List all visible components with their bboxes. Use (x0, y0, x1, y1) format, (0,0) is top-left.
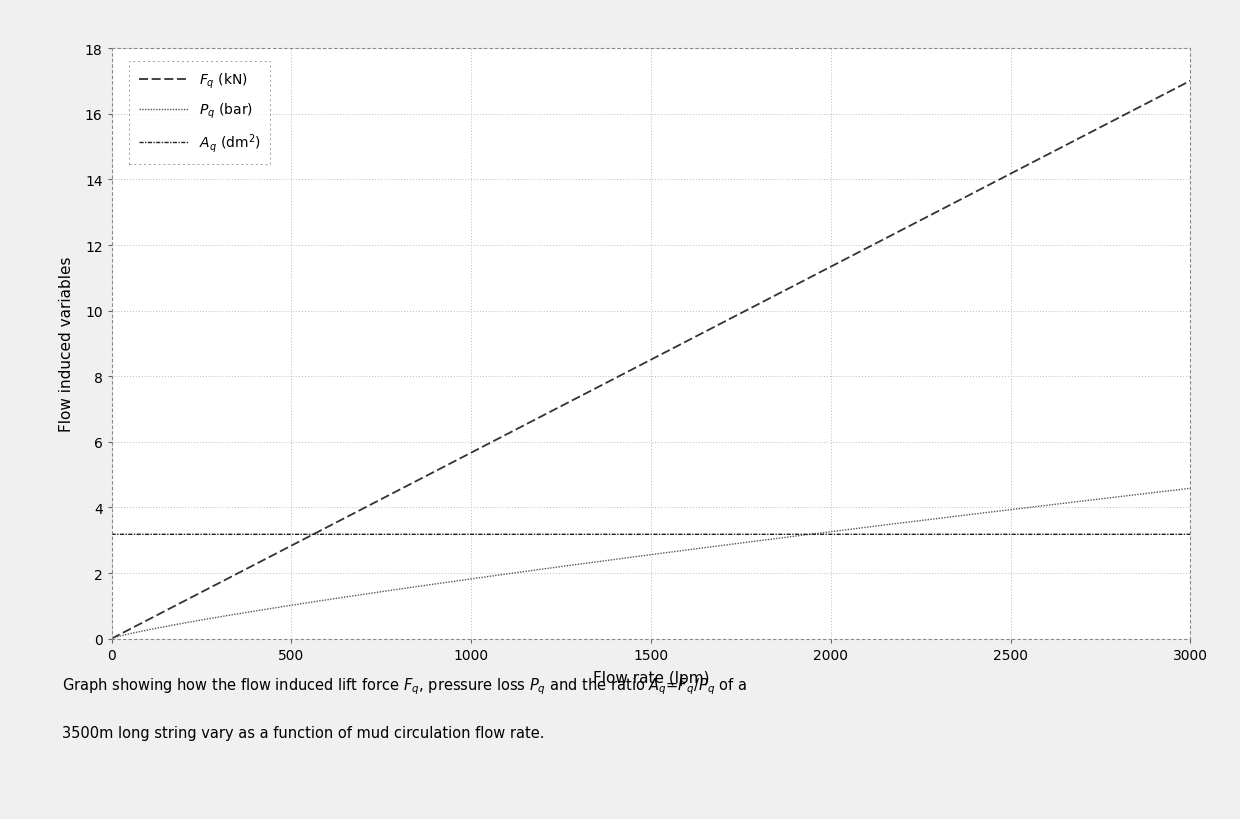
Legend: $F_q$ (kN), $P_q$ (bar), $A_q$ (dm$^2$): $F_q$ (kN), $P_q$ (bar), $A_q$ (dm$^2$) (129, 62, 270, 165)
Text: 3500m long string vary as a function of mud circulation flow rate.: 3500m long string vary as a function of … (62, 725, 544, 740)
Text: Graph showing how the flow induced lift force $F_q$, pressure loss $P_q$ and the: Graph showing how the flow induced lift … (62, 676, 746, 696)
Y-axis label: Flow induced variables: Flow induced variables (58, 256, 73, 432)
X-axis label: Flow rate (lpm): Flow rate (lpm) (593, 670, 709, 686)
